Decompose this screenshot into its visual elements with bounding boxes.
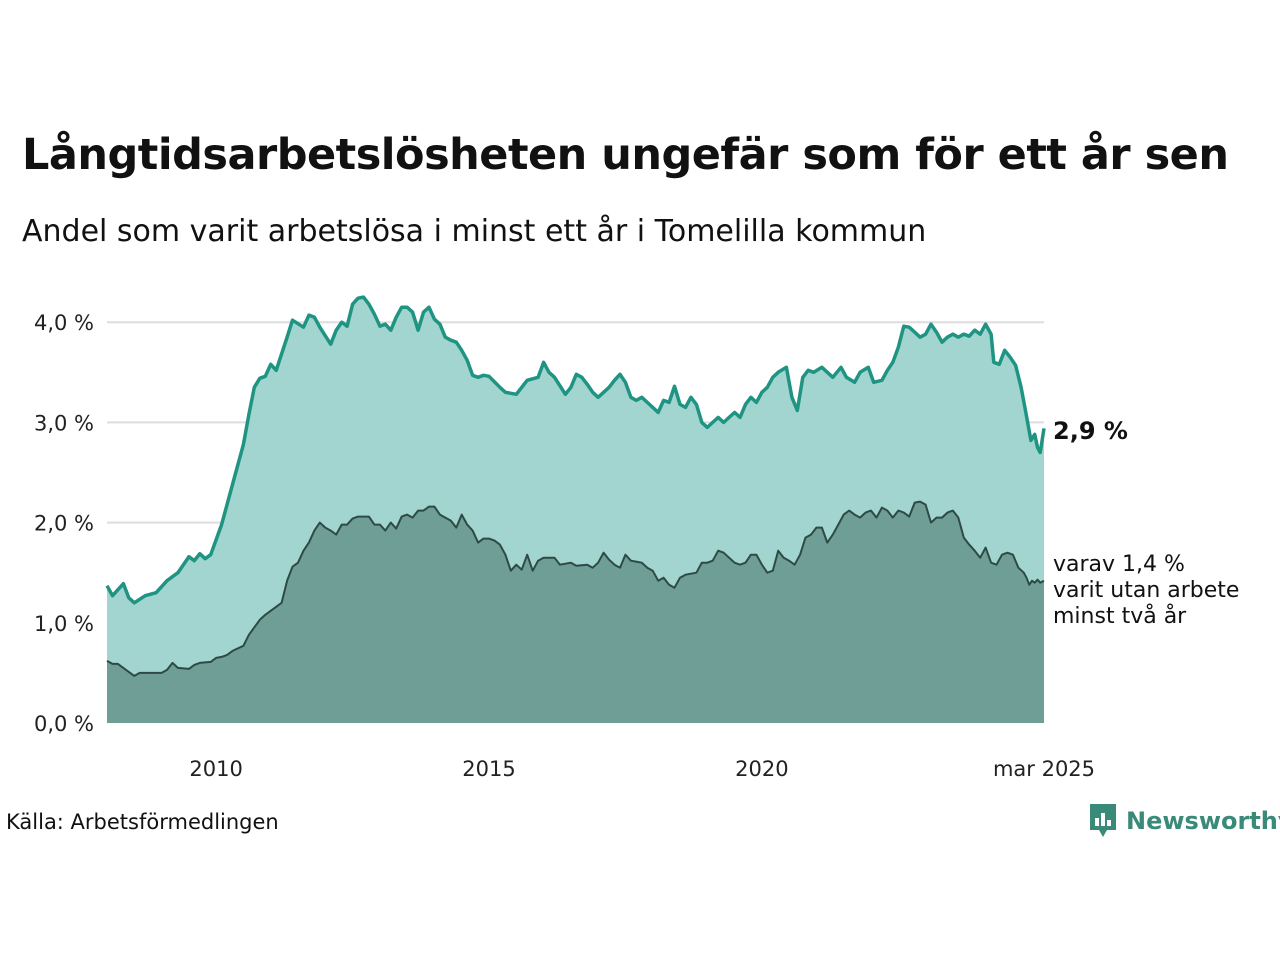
brand-logo: Newsworthy [1088,802,1280,840]
sub-label-line-1: varav 1,4 % [1053,552,1185,577]
x-tick-label: mar 2025 [993,757,1095,781]
sub-label-line-2: varit utan arbete [1053,578,1239,603]
x-tick-label: 2010 [189,757,242,781]
sub-label-line-3: minst två år [1053,603,1187,629]
y-axis-ticks: 0,0 % 1,0 % 2,0 % 3,0 % 4,0 % [34,311,94,736]
chart-title: Långtidsarbetslösheten ungefär som för e… [22,130,1229,180]
area-very-long-term-unemployment [107,501,1044,723]
line-very-long-term-unemployment [106,500,1045,677]
source-note: Källa: Arbetsförmedlingen [6,810,279,834]
y-tick-label: 4,0 % [34,311,94,335]
line-long-term-unemployment [105,295,1046,605]
y-tick-label: 3,0 % [34,411,94,435]
area-chart: 0,0 % 1,0 % 2,0 % 3,0 % 4,0 % 2010 2015 2020 ma… [34,295,1239,781]
x-axis-ticks: 2010 2015 2020 mar 2025 [189,757,1095,781]
chart-subtitle: Andel som varit arbetslösa i minst ett å… [22,214,927,249]
x-tick-label: 2020 [735,757,788,781]
end-value-label: 2,9 % [1053,417,1128,445]
x-tick-label: 2015 [462,757,515,781]
newsworthy-logo-icon [1090,804,1116,837]
y-tick-label: 0,0 % [34,712,94,736]
y-tick-label: 2,0 % [34,512,94,536]
brand-name: Newsworthy [1126,807,1280,835]
y-tick-label: 1,0 % [34,612,94,636]
